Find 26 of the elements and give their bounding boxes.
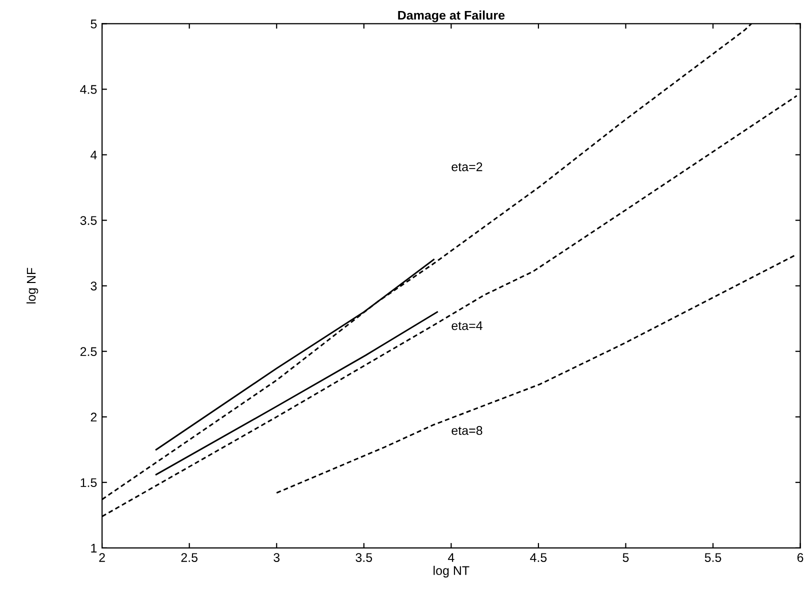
- x-tick-label: 6: [797, 553, 804, 562]
- x-tick-label: 4: [448, 553, 454, 562]
- y-tick-label: 2: [90, 412, 97, 422]
- line-series: [155, 311, 438, 476]
- x-tick-label: 2.5: [181, 553, 198, 562]
- x-tick-label: 4.5: [530, 553, 547, 562]
- annotation: eta=2: [452, 162, 482, 172]
- x-tick-label: 5.5: [704, 553, 722, 562]
- y-tick-label: 4: [90, 150, 97, 160]
- annotation: eta=4: [452, 321, 482, 330]
- y-tick-label: 1: [91, 544, 97, 552]
- annotation: eta=8: [452, 426, 482, 435]
- y-tick-label: 2.5: [80, 347, 97, 356]
- y-tick-label: 5: [90, 20, 97, 28]
- x-tick-label: 3.5: [356, 553, 372, 562]
- y-tick-label: 3.5: [80, 216, 97, 225]
- y-tick-label: 4.5: [80, 85, 97, 94]
- x-tick-label: 2: [99, 553, 105, 562]
- line-series: [155, 258, 434, 450]
- y-axis-title: log NF: [26, 268, 38, 304]
- x-tick-label: 3: [274, 553, 280, 562]
- x-tick-label: 5: [622, 553, 629, 562]
- y-tick-label: 3: [90, 282, 97, 290]
- y-tick-label: 1.5: [80, 478, 97, 488]
- chart-title: Damage at Failure: [398, 10, 505, 22]
- x-axis-title: log NT: [434, 566, 470, 578]
